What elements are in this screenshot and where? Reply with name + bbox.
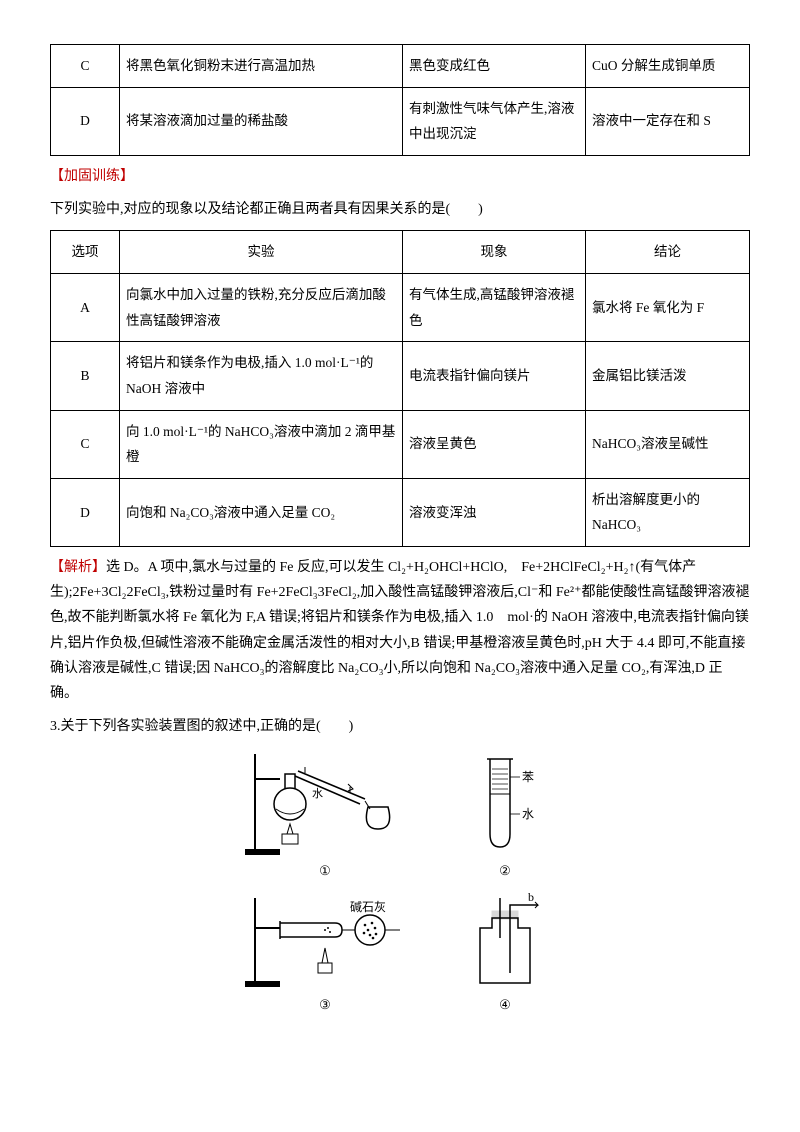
table-experiment-1: C 将黑色氧化铜粉末进行高温加热 黑色变成红色 CuO 分解生成铜单质 D 将某… <box>50 44 750 156</box>
phenomenon-cell: 黑色变成红色 <box>403 45 586 88</box>
figure-label: ③ <box>319 993 331 1016</box>
benzene-label: 苯 <box>522 770 534 784</box>
header-option: 选项 <box>51 231 120 274</box>
phenomenon-cell: 电流表指针偏向镁片 <box>403 342 586 410</box>
experiment-cell: 将某溶液滴加过量的稀盐酸 <box>120 87 403 155</box>
table-row: A 向氯水中加入过量的铁粉,充分反应后滴加酸性高锰酸钾溶液 有气体生成,高锰酸钾… <box>51 273 750 341</box>
sodalime-icon: 碱石灰 <box>240 893 410 993</box>
header-phenomenon: 现象 <box>403 231 586 274</box>
option-cell: D <box>51 87 120 155</box>
option-cell: D <box>51 478 120 546</box>
figure-label: ① <box>319 859 331 882</box>
conclusion-cell: NaHCO₃溶液呈碱性 <box>586 410 750 478</box>
table-row: B 将铝片和镁条作为电极,插入 1.0 mol·L⁻¹的 NaOH 溶液中 电流… <box>51 342 750 410</box>
table-row: D 向饱和 Na₂CO₃溶液中通入足量 CO₂ 溶液变浑浊 析出溶解度更小的 N… <box>51 478 750 546</box>
question-intro: 下列实验中,对应的现象以及结论都正确且两者具有因果关系的是( ) <box>50 197 750 222</box>
question-3: 3.关于下列各实验装置图的叙述中,正确的是( ) <box>50 714 750 739</box>
experiment-cell: 向饱和 Na₂CO₃溶液中通入足量 CO₂ <box>120 478 403 546</box>
conclusion-cell: 溶液中一定存在和 S <box>586 87 750 155</box>
analysis-tag: 【解析】 <box>50 560 106 575</box>
header-conclusion: 结论 <box>586 231 750 274</box>
table-header-row: 选项 实验 现象 结论 <box>51 231 750 274</box>
experiment-cell: 向氯水中加入过量的铁粉,充分反应后滴加酸性高锰酸钾溶液 <box>120 273 403 341</box>
option-cell: C <box>51 410 120 478</box>
figure-1: 水 ① <box>235 749 415 882</box>
table-experiment-2: 选项 实验 现象 结论 A 向氯水中加入过量的铁粉,充分反应后滴加酸性高锰酸钾溶… <box>50 230 750 547</box>
phenomenon-cell: 溶液变浑浊 <box>403 478 586 546</box>
phenomenon-cell: 溶液呈黄色 <box>403 410 586 478</box>
figure-area: 水 ① 苯 <box>50 749 750 1016</box>
table-row: C 将黑色氧化铜粉末进行高温加热 黑色变成红色 CuO 分解生成铜单质 <box>51 45 750 88</box>
option-cell: A <box>51 273 120 341</box>
phenomenon-cell: 有气体生成,高锰酸钾溶液褪色 <box>403 273 586 341</box>
conclusion-cell: CuO 分解生成铜单质 <box>586 45 750 88</box>
experiment-cell: 向 1.0 mol·L⁻¹的 NaHCO₃溶液中滴加 2 滴甲基橙 <box>120 410 403 478</box>
option-cell: B <box>51 342 120 410</box>
table-row: C 向 1.0 mol·L⁻¹的 NaHCO₃溶液中滴加 2 滴甲基橙 溶液呈黄… <box>51 410 750 478</box>
sodalime-label: 碱石灰 <box>350 900 386 914</box>
conclusion-cell: 氯水将 Fe 氧化为 F <box>586 273 750 341</box>
section-tag: 【加固训练】 <box>50 164 750 189</box>
distillation-icon: 水 <box>240 749 410 859</box>
figure-2: 苯 水 ② <box>445 749 565 882</box>
figure-label: ② <box>499 859 511 882</box>
conclusion-cell: 析出溶解度更小的 NaHCO₃ <box>586 478 750 546</box>
water-label: 水 <box>312 787 323 800</box>
conclusion-cell: 金属铝比镁活泼 <box>586 342 750 410</box>
analysis-paragraph: 【解析】选 D。A 项中,氯水与过量的 Fe 反应,可以发生 Cl₂+H₂OHC… <box>50 555 750 706</box>
analysis-body: 选 D。A 项中,氯水与过量的 Fe 反应,可以发生 Cl₂+H₂OHCl+HC… <box>50 560 749 701</box>
option-cell: C <box>51 45 120 88</box>
phenomenon-cell: 有刺激性气味气体产生,溶液中出现沉淀 <box>403 87 586 155</box>
testtube-icon: 苯 水 <box>465 749 545 859</box>
water-label-2: 水 <box>522 807 534 821</box>
table-row: D 将某溶液滴加过量的稀盐酸 有刺激性气味气体产生,溶液中出现沉淀 溶液中一定存… <box>51 87 750 155</box>
experiment-cell: 将黑色氧化铜粉末进行高温加热 <box>120 45 403 88</box>
section-label: 【加固训练】 <box>50 169 134 184</box>
figure-label: ④ <box>499 993 511 1016</box>
figure-3: 碱石灰 ③ <box>235 893 415 1016</box>
experiment-cell: 将铝片和镁条作为电极,插入 1.0 mol·L⁻¹的 NaOH 溶液中 <box>120 342 403 410</box>
gas-bottle-icon: b <box>460 893 550 993</box>
b-label: b <box>528 893 534 904</box>
header-experiment: 实验 <box>120 231 403 274</box>
figure-4: b ④ <box>445 893 565 1016</box>
